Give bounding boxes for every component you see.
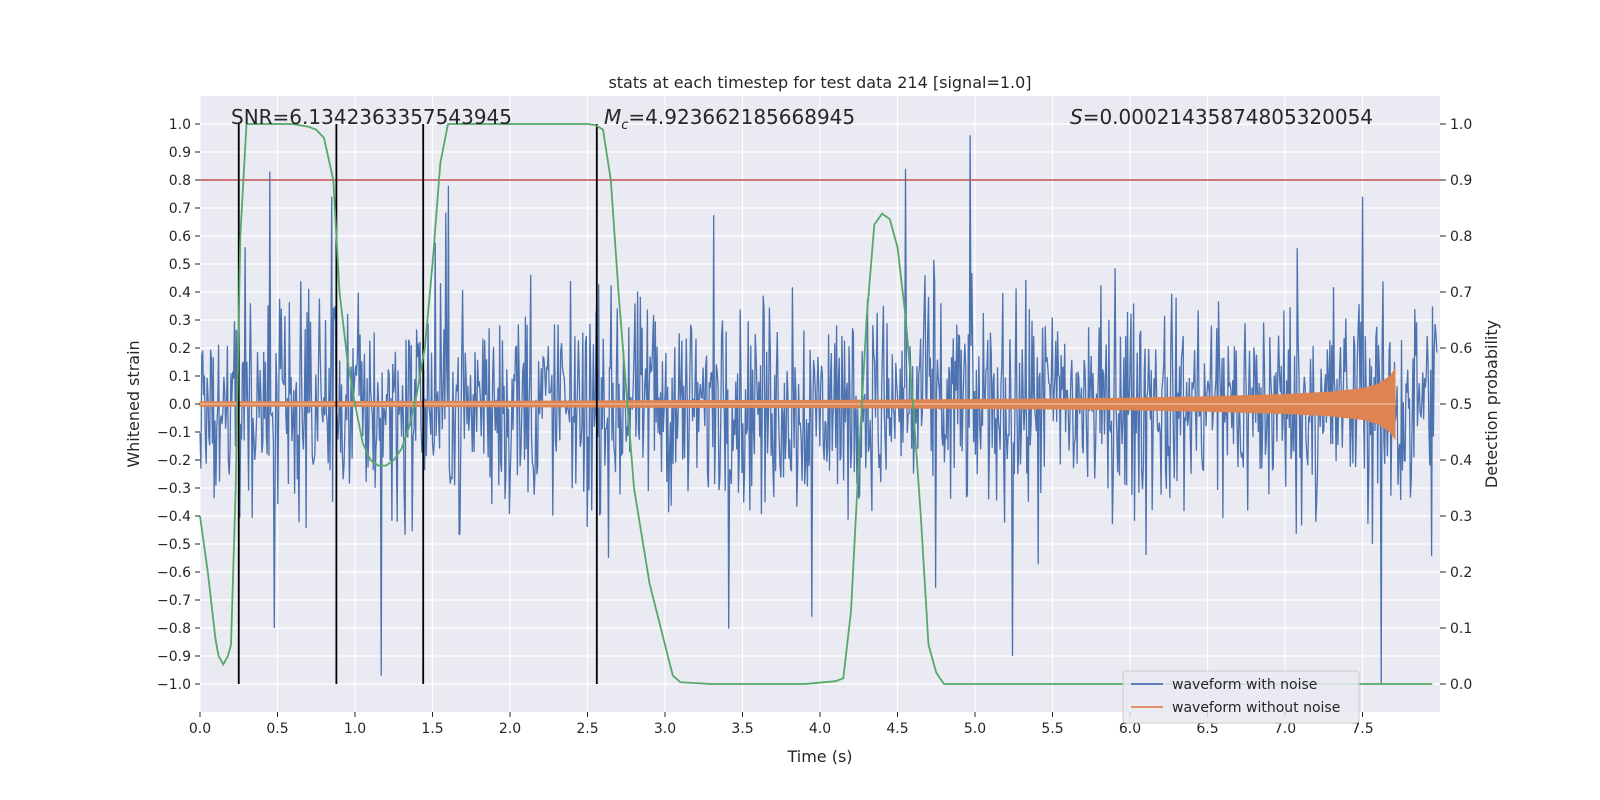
s-symbol: S — [1070, 105, 1083, 129]
y-tick-label: −0.9 — [157, 649, 191, 665]
x-tick-label: 3.5 — [731, 721, 753, 737]
y2-tick-label: 0.9 — [1450, 173, 1472, 189]
y2-tick-label: 0.2 — [1450, 565, 1472, 581]
x-tick-label: 2.0 — [499, 721, 521, 737]
x-tick-label: 2.5 — [576, 721, 598, 737]
y2-tick-label: 1.0 — [1450, 117, 1472, 133]
x-tick-label: 6.5 — [1196, 721, 1218, 737]
y-tick-label: −0.6 — [157, 565, 191, 581]
vertical-marker-lines — [237, 124, 598, 684]
y-tick-label: 0.4 — [169, 285, 191, 301]
y-tick-label: 0.2 — [169, 341, 191, 357]
y-tick-label: −0.1 — [157, 425, 191, 441]
chirp-mass-annotation: Mc=4.923662185668945 — [604, 105, 855, 133]
x-tick-label: 1.5 — [421, 721, 443, 737]
mc-value: =4.923662185668945 — [628, 105, 855, 129]
x-tick-label: 1.0 — [344, 721, 366, 737]
y-tick-label: 0.8 — [169, 173, 191, 189]
x-axis-ticks: 0.0 0.5 1.0 1.5 2.0 2.5 3.0 3.5 4.0 4.5 5.0 5.5 6.0 6… — [189, 712, 1374, 737]
y2-tick-label: 0.6 — [1450, 341, 1472, 357]
y2-tick-label: 0.1 — [1450, 621, 1472, 637]
x-tick-label: 5.0 — [964, 721, 986, 737]
y-tick-label: −0.2 — [157, 453, 191, 469]
y2-tick-label: 0.7 — [1450, 285, 1472, 301]
x-tick-label: 7.5 — [1351, 721, 1373, 737]
y-tick-label: −1.0 — [157, 677, 191, 693]
s-value: =0.00021435874805320054 — [1083, 105, 1373, 129]
y2-tick-label: 0.5 — [1450, 397, 1472, 413]
y-tick-label: −0.4 — [157, 509, 191, 525]
y-tick-label: −0.5 — [157, 537, 191, 553]
x-tick-label: 3.0 — [654, 721, 676, 737]
legend: waveform with noise waveform without noi… — [1122, 670, 1360, 724]
y-tick-label: 0.3 — [169, 313, 191, 329]
legend-label-noisy: waveform with noise — [1172, 677, 1317, 693]
left-axis-ticks: 1.0 0.9 0.8 0.7 0.6 0.5 0.4 0.3 0.2 0.1 0.0 −0.1 −0.… — [157, 117, 200, 693]
mc-symbol: M — [604, 105, 621, 129]
y2-tick-label: 0.3 — [1450, 509, 1472, 525]
x-tick-label: 0.5 — [266, 721, 288, 737]
y-tick-label: 0.1 — [169, 369, 191, 385]
y-tick-label: 0.0 — [169, 397, 191, 413]
y-tick-label: 1.0 — [169, 117, 191, 133]
y-tick-label: −0.7 — [157, 593, 191, 609]
s-annotation: S=0.00021435874805320054 — [1070, 105, 1373, 129]
y2-tick-label: 0.4 — [1450, 453, 1472, 469]
series-detection-probability — [199, 123, 1433, 685]
series-waveform-without-noise — [199, 367, 1397, 441]
snr-annotation: SNR=6.1342363357543945 — [231, 105, 512, 129]
y2-axis-label: Detection probability — [1482, 320, 1501, 488]
x-tick-label: 4.0 — [809, 721, 831, 737]
y-tick-label: 0.5 — [169, 257, 191, 273]
noisy-waveform-line — [199, 135, 1438, 685]
chart-title: stats at each timestep for test data 214… — [608, 73, 1031, 92]
x-tick-label: 6.0 — [1119, 721, 1141, 737]
x-axis-label: Time (s) — [786, 747, 852, 766]
series-waveform-with-noise — [199, 135, 1438, 685]
x-tick-label: 7.0 — [1274, 721, 1296, 737]
y-tick-label: 0.9 — [169, 145, 191, 161]
x-tick-label: 4.5 — [886, 721, 908, 737]
legend-box — [1122, 670, 1360, 724]
mc-subscript: c — [621, 118, 628, 133]
y-tick-label: 0.6 — [169, 229, 191, 245]
y2-tick-label: 0.8 — [1450, 229, 1472, 245]
legend-label-clean: waveform without noise — [1172, 700, 1340, 716]
y2-tick-label: 0.0 — [1450, 677, 1472, 693]
y-tick-label: −0.3 — [157, 481, 191, 497]
x-tick-label: 0.0 — [189, 721, 211, 737]
y-axis-label: Whitened strain — [124, 340, 143, 467]
y-tick-label: 0.7 — [169, 201, 191, 217]
right-axis-ticks: 1.0 0.9 0.8 0.7 0.6 0.5 0.4 0.3 0.2 0.1 0.0 — [1440, 117, 1472, 693]
y-tick-label: −0.8 — [157, 621, 191, 637]
x-tick-label: 5.5 — [1041, 721, 1063, 737]
